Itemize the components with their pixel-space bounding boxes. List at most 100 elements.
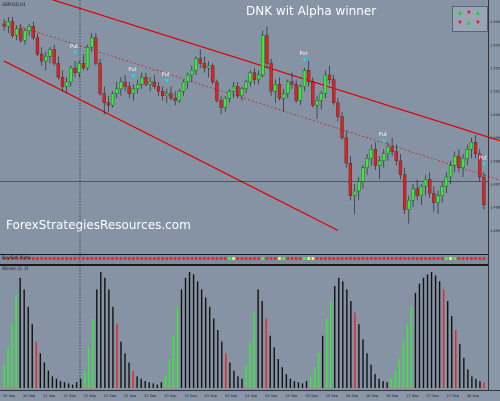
signal-dot (173, 257, 177, 260)
candle-body (473, 142, 478, 154)
signal-dot (19, 257, 23, 260)
signal-dot (378, 257, 381, 260)
signal-dot (190, 257, 194, 260)
candle-body (35, 37, 40, 55)
candle-body (177, 91, 181, 101)
signal-dot (411, 257, 415, 260)
put-arrow-icon (302, 58, 307, 62)
price-axis[interactable] (488, 0, 500, 390)
candle-body (352, 190, 357, 196)
candle-body (461, 158, 465, 168)
signal-dot (407, 257, 411, 260)
candle-body (265, 35, 269, 64)
signal-dot (336, 257, 340, 260)
candle-body (436, 195, 440, 203)
candle-body (323, 74, 327, 94)
candle-body (119, 81, 123, 90)
signal-dot (307, 257, 310, 260)
signal-dot (119, 257, 123, 260)
price-tick-label: 1.5005 (490, 113, 500, 117)
signal-dot (311, 257, 315, 260)
candle-body (482, 176, 486, 206)
symbol-label: GBPUSD,H1 (2, 2, 26, 7)
candle-body (273, 84, 277, 92)
signal-dot (69, 257, 73, 260)
signal-dot (424, 257, 427, 260)
signal-dot (186, 257, 189, 260)
signal-dot (111, 257, 114, 260)
candle-body (311, 81, 315, 106)
signal-dot (52, 257, 56, 260)
signal-dot (140, 257, 144, 260)
candle-body (127, 86, 131, 94)
channel-middle-line (3, 21, 500, 181)
price-tick-label: 1.4985 (490, 159, 500, 163)
candle-body (361, 167, 365, 182)
signal-dot (136, 257, 139, 260)
main-price-panel[interactable] (0, 0, 488, 245)
indicator1-panel[interactable] (0, 254, 488, 265)
signal-dot (324, 257, 327, 260)
signal-dot (478, 257, 482, 260)
signal-dot (390, 257, 394, 260)
signal-dot (11, 257, 14, 260)
signal-dot (98, 257, 102, 260)
price-tick-label: 1.5015 (490, 90, 500, 94)
candle-body (448, 165, 453, 178)
candle-body (186, 74, 190, 83)
signal-dot (232, 257, 235, 260)
time-tick-label: 23 Sep (164, 394, 177, 398)
candle-body (60, 77, 65, 87)
signal-dot (61, 257, 64, 260)
candle-body (282, 93, 286, 99)
signal-dot (303, 257, 306, 260)
candle-body (27, 26, 31, 32)
signal-dot (440, 257, 444, 260)
candle-body (115, 88, 119, 94)
signal-dot (420, 257, 423, 260)
time-axis[interactable] (0, 390, 500, 401)
signal-dot (244, 257, 248, 260)
signal-dot (344, 257, 348, 260)
signal-dot (44, 257, 48, 260)
candle-body (73, 67, 77, 73)
candle-body (348, 162, 353, 196)
up-arrow-icon: ▲ (476, 10, 480, 16)
candle-body (407, 200, 411, 210)
price-tick-label: 1.4955 (490, 229, 500, 233)
candle-body (69, 67, 73, 83)
candle-body (123, 81, 127, 87)
time-tick-label: 25 Sep (306, 394, 319, 398)
signal-dot (461, 257, 465, 260)
signal-dot (48, 257, 52, 260)
candle-body (23, 30, 27, 41)
candle-body (144, 77, 148, 85)
candle-body (110, 93, 115, 106)
signal-dot (94, 257, 98, 260)
candle-body (302, 70, 307, 87)
time-tick-label: 24 Sep (225, 394, 238, 398)
candle-body (2, 23, 6, 27)
signal-dot (349, 257, 352, 260)
put-signal-label: Put (162, 72, 170, 78)
signal-dot (31, 257, 35, 260)
signal-dot (361, 257, 365, 260)
signal-dot (77, 257, 81, 260)
signal-dot (369, 257, 373, 260)
put-signal-label: Put (300, 51, 308, 57)
signal-dot (40, 257, 43, 260)
time-tick-label: 27 Sep (427, 394, 440, 398)
signal-dot (36, 257, 39, 260)
signal-dot (394, 257, 398, 260)
up-arrow-icon: ▲ (467, 20, 471, 26)
candle-body (231, 86, 236, 92)
candle-body (40, 53, 44, 62)
time-tick-label: 20 Sep (3, 394, 16, 398)
time-tick-label: 23 Sep (185, 394, 198, 398)
candle-body (336, 102, 340, 117)
candle-body (190, 70, 194, 76)
chart-title: DNK wit Alpha winner (246, 4, 377, 18)
put-arrow-icon (381, 139, 386, 144)
candle-body (319, 93, 323, 101)
price-tick-label: 1.4965 (490, 206, 500, 210)
